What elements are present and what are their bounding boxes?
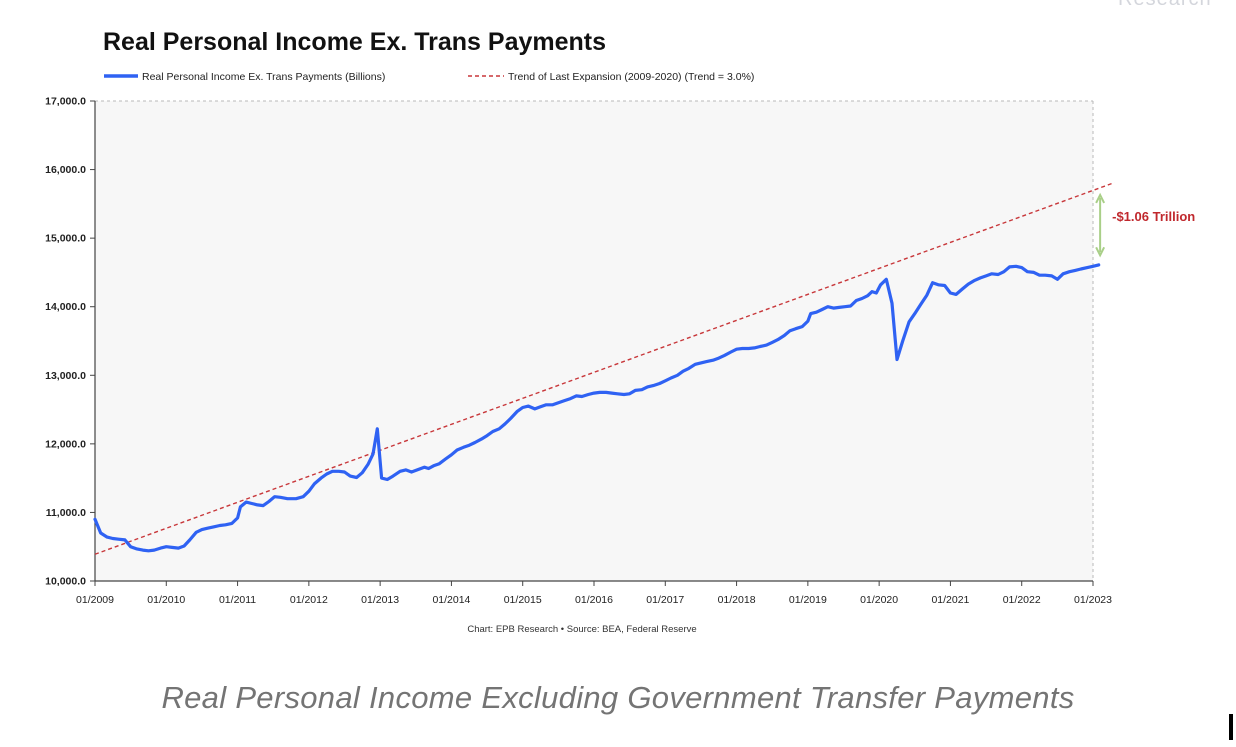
y-tick-label: 15,000.0	[45, 233, 86, 245]
x-tick-label: 01/2018	[718, 594, 756, 606]
income-line	[93, 263, 1101, 553]
plot-area	[95, 101, 1093, 581]
y-tick-label: 12,000.0	[45, 438, 86, 450]
brand-text: Research	[1118, 0, 1212, 11]
gap-arrow-head-up	[1095, 192, 1106, 204]
x-tick-label: 01/2014	[432, 594, 470, 606]
x-tick-label: 01/2023	[1074, 594, 1112, 606]
x-tick-label: 01/2010	[147, 594, 185, 606]
x-tick-label: 01/2022	[1003, 594, 1041, 606]
x-tick-label: 01/2015	[504, 594, 542, 606]
figure-caption: Real Personal Income Excluding Governmen…	[161, 680, 1075, 715]
y-tick-label: 13,000.0	[45, 370, 86, 382]
x-tick-label: 01/2021	[931, 594, 969, 606]
y-tick-label: 16,000.0	[45, 164, 86, 176]
chart-title: Real Personal Income Ex. Trans Payments	[103, 28, 606, 56]
x-tick-label: 01/2013	[361, 594, 399, 606]
chart-source: Chart: EPB Research • Source: BEA, Feder…	[467, 624, 696, 635]
y-tick-label: 17,000.0	[45, 96, 86, 108]
x-tick-label: 01/2016	[575, 594, 613, 606]
x-tick-label: 01/2020	[860, 594, 898, 606]
x-tick-label: 01/2011	[219, 594, 256, 606]
y-tick-label: 14,000.0	[45, 301, 86, 313]
text-cursor	[1229, 714, 1233, 740]
x-tick-label: 01/2017	[646, 594, 684, 606]
legend-label-trend: Trend of Last Expansion (2009-2020) (Tre…	[508, 71, 754, 83]
x-tick-label: 01/2019	[789, 594, 827, 606]
y-tick-label: 11,000.0	[46, 507, 86, 519]
gap-annotation-label: -$1.06 Trillion	[1112, 209, 1195, 224]
x-tick-label: 01/2009	[76, 594, 114, 606]
trend-line	[94, 181, 1115, 555]
x-tick-label: 01/2012	[290, 594, 328, 606]
legend-label-income: Real Personal Income Ex. Trans Payments …	[142, 71, 385, 83]
y-tick-label: 10,000.0	[45, 576, 86, 588]
gap-arrow-head-down	[1095, 246, 1106, 258]
